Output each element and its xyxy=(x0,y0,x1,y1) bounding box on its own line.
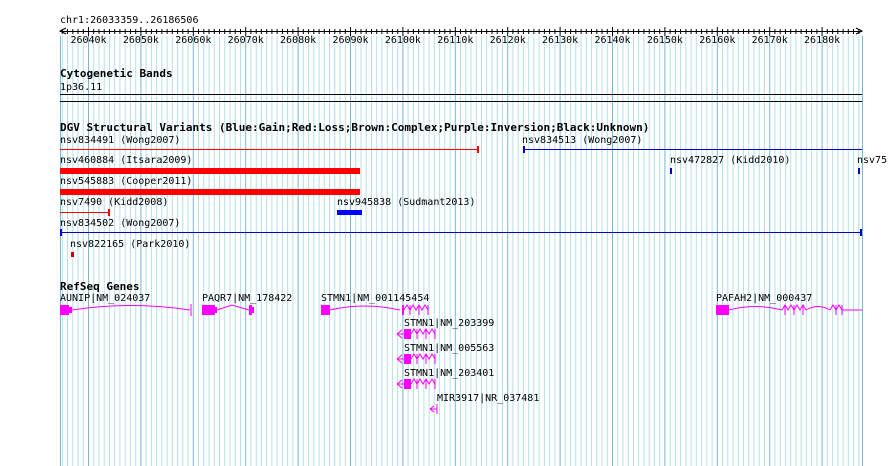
gene-model-pafah2[interactable] xyxy=(716,304,862,315)
dgv-loss-line[interactable] xyxy=(60,212,109,213)
dgv-loss-bar[interactable] xyxy=(71,252,74,257)
cytoband-line-top xyxy=(60,94,862,95)
cytoband-line-bottom xyxy=(60,101,862,102)
cytoband-track-title[interactable]: Cytogenetic Bands xyxy=(60,67,173,80)
gene-model-aunip[interactable] xyxy=(60,304,192,316)
refseq-track-title[interactable]: RefSeq Genes xyxy=(60,280,140,293)
gene-label[interactable]: PAQR7|NM_178422 xyxy=(202,293,293,304)
gene-label[interactable]: STMN1|NM_203399 xyxy=(404,318,495,329)
dgv-feature-label[interactable]: nsv834513 (Wong2007) xyxy=(522,135,643,146)
gene-model-stmn1-203401[interactable] xyxy=(396,378,436,389)
ruler-tick-label: 26120k xyxy=(489,35,526,46)
dgv-feature-label[interactable]: nsv834491 (Wong2007) xyxy=(60,135,181,146)
dgv-loss-endcap xyxy=(108,209,110,216)
dgv-gain-endcap xyxy=(523,146,525,153)
gene-label[interactable]: MIR3917|NR_037481 xyxy=(437,393,540,404)
dgv-feature-label[interactable]: nsv472827 (Kidd2010) xyxy=(670,155,791,166)
dgv-gain-bar[interactable] xyxy=(670,168,672,174)
dgv-gain-line[interactable] xyxy=(60,232,862,233)
ruler-tick-label: 26080k xyxy=(280,35,317,46)
gene-label[interactable]: STMN1|NM_005563 xyxy=(404,343,495,354)
gene-model-mir3917[interactable] xyxy=(429,404,438,414)
dgv-gain-bar[interactable] xyxy=(858,168,860,174)
ruler-tick-label: 26100k xyxy=(384,35,421,46)
dgv-feature-label[interactable]: nsv545883 (Cooper2011) xyxy=(60,176,193,187)
dgv-loss-bar[interactable] xyxy=(60,168,360,174)
gene-model-paqr7[interactable] xyxy=(202,304,254,315)
ruler-tick-label: 26150k xyxy=(646,35,683,46)
gene-label[interactable]: AUNIP|NM_024037 xyxy=(60,293,151,304)
dgv-gain-endcap xyxy=(60,229,62,236)
ruler-tick-label: 26090k xyxy=(332,35,369,46)
ruler-tick-label: 26050k xyxy=(122,35,159,46)
gene-label[interactable]: STMN1|NM_203401 xyxy=(404,368,495,379)
gene-model-stmn1-005563[interactable] xyxy=(396,353,436,364)
dgv-gain-line[interactable] xyxy=(523,149,862,150)
dgv-loss-line[interactable] xyxy=(60,149,478,150)
ruler-axis xyxy=(60,31,862,32)
gene-label[interactable]: PAFAH2|NM_000437 xyxy=(716,293,813,304)
dgv-gain-endcap xyxy=(860,229,862,236)
dgv-loss-bar[interactable] xyxy=(60,189,360,195)
dgv-gain-bar[interactable] xyxy=(337,210,362,215)
ruler-tick-label: 26140k xyxy=(594,35,631,46)
dgv-feature-label[interactable]: nsv834502 (Wong2007) xyxy=(60,218,181,229)
dgv-feature-label[interactable]: nsv460884 (Itsara2009) xyxy=(60,155,193,166)
ruler-tick-label: 26040k xyxy=(70,35,107,46)
dgv-loss-endcap xyxy=(477,146,479,153)
dgv-feature-label[interactable]: nsv945838 (Sudmant2013) xyxy=(337,197,476,208)
gene-model-stmn1-203399[interactable] xyxy=(396,328,436,339)
cytoband-label[interactable]: 1p36.11 xyxy=(60,82,103,93)
gene-model-stmn1-001145454[interactable] xyxy=(321,304,429,315)
dgv-track-title[interactable]: DGV Structural Variants (Blue:Gain;Red:L… xyxy=(60,121,650,134)
dgv-feature-label[interactable]: nsv7490 (Kidd2008) xyxy=(60,197,169,208)
dgv-feature-label[interactable]: nsv75 xyxy=(857,155,888,166)
dgv-feature-label[interactable]: nsv822165 (Park2010) xyxy=(70,239,191,250)
ruler-tick-label: 26070k xyxy=(227,35,264,46)
gene-label[interactable]: STMN1|NM_001145454 xyxy=(321,293,430,304)
ruler-tick-label: 26180k xyxy=(804,35,841,46)
ruler-tick-label: 26130k xyxy=(542,35,579,46)
ruler-tick-label: 26060k xyxy=(175,35,212,46)
ruler-tick-label: 26170k xyxy=(751,35,788,46)
ruler-tick-label: 26160k xyxy=(699,35,736,46)
ruler-range-label: chr1:26033359..26186506 xyxy=(60,15,199,26)
ruler-arrow xyxy=(855,27,864,35)
ruler-tick-label: 26110k xyxy=(437,35,474,46)
